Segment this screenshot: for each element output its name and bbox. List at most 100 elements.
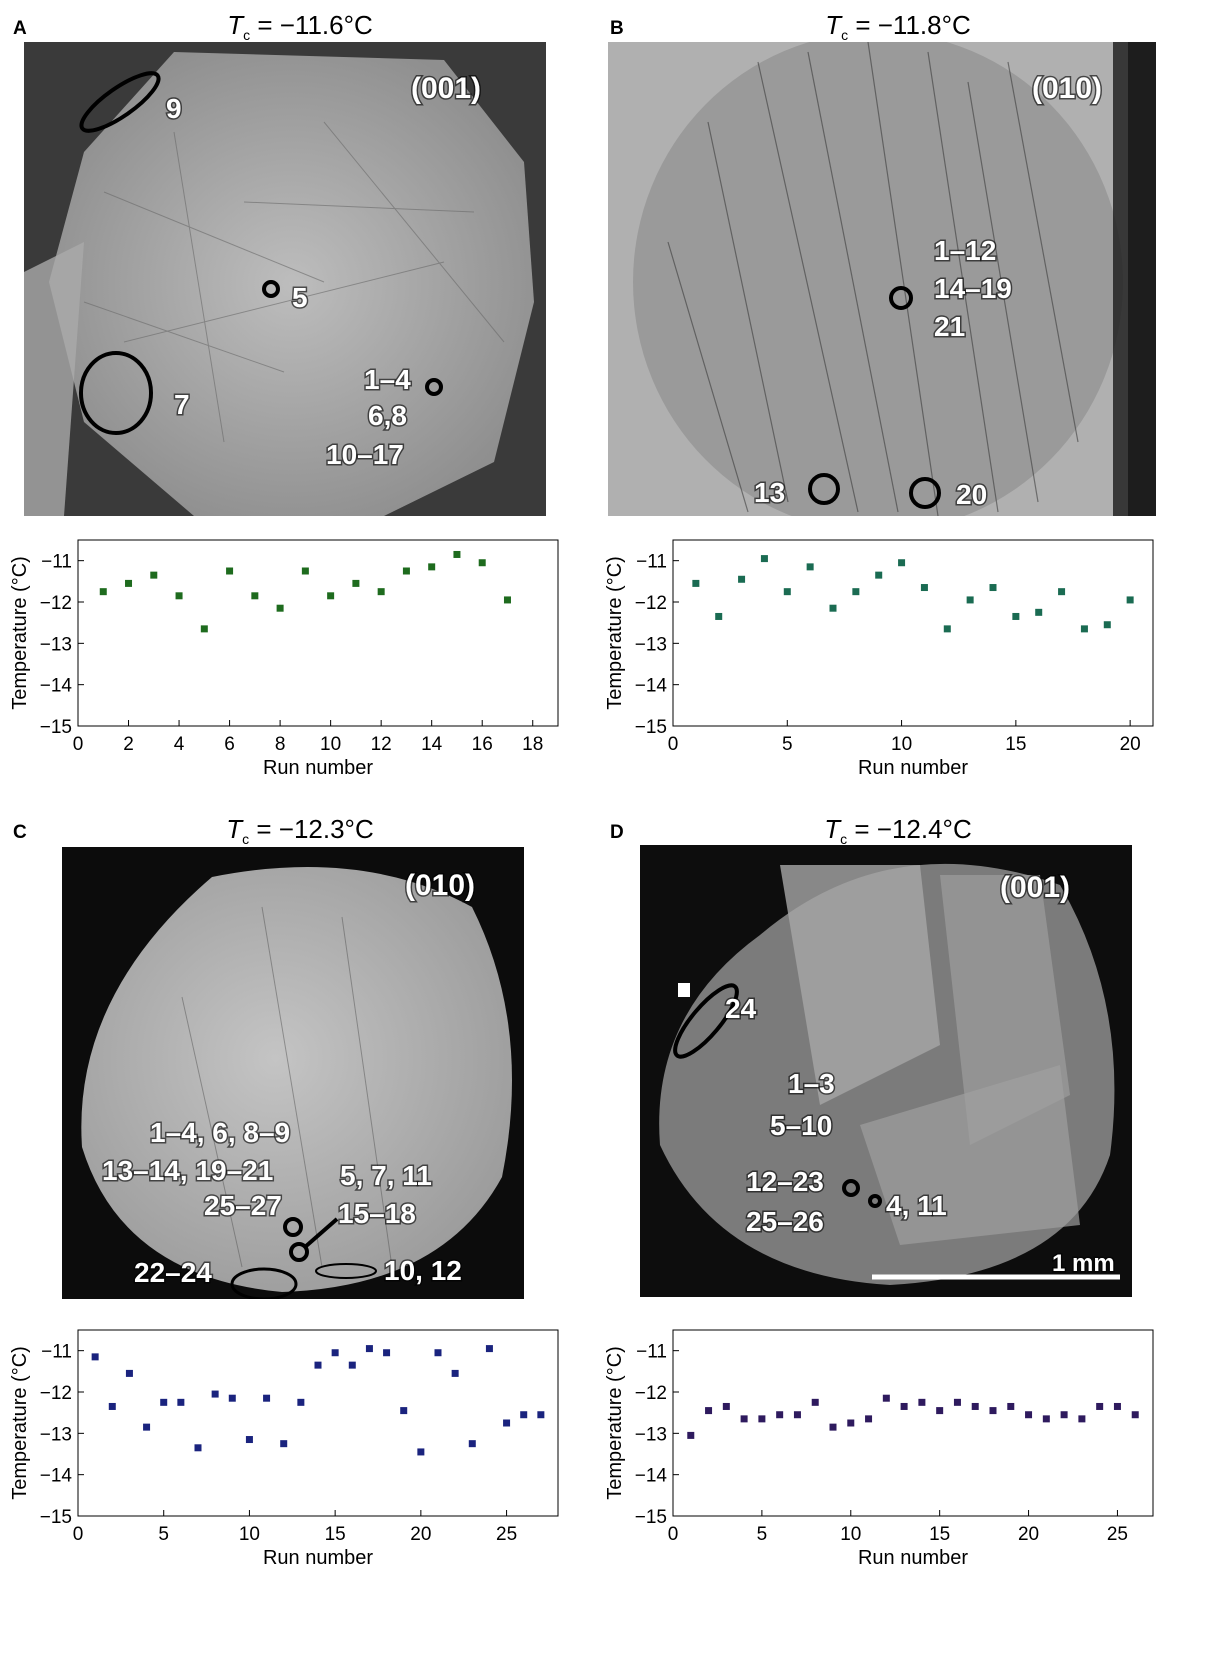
y-tick-label: −11 — [41, 552, 72, 573]
data-point — [793, 1411, 801, 1419]
x-tick-label: 12 — [371, 734, 392, 755]
x-tick-label: 0 — [73, 1524, 84, 1545]
chart-a: 0 2 4 6 8 10 12 14 16 18 −11 −12 −13 −14 −15 Run number… — [0, 530, 590, 790]
data-point — [966, 596, 974, 604]
y-tick-label: −11 — [41, 1342, 72, 1363]
chart-b: 0 5 10 15 20 −11 −12 −13 −14 −15 Run number Tempera… — [595, 530, 1185, 790]
data-point — [537, 1411, 545, 1419]
plot-frame — [77, 539, 559, 727]
site-label: 15–18 — [338, 1198, 416, 1229]
chart-svg: 0 5 10 15 20 −11 −12 −13 −14 −15 Run number Tempera… — [604, 539, 1154, 779]
facet-label: (001) — [411, 72, 481, 105]
data-point — [953, 1398, 961, 1406]
tc-title: Tc = −11.6°C — [227, 10, 373, 44]
x-tick-label: 16 — [472, 734, 493, 755]
data-point — [687, 1431, 695, 1439]
x-tick-label: 10 — [239, 1524, 260, 1545]
data-point — [251, 592, 259, 600]
data-point — [900, 1402, 908, 1410]
data-point — [417, 1448, 425, 1456]
site-label: 24 — [725, 993, 757, 1024]
data-point — [143, 1423, 151, 1431]
y-tick-label: −13 — [635, 1424, 667, 1445]
y-tick-label: −12 — [635, 1383, 667, 1404]
site-label: 14–19 — [934, 273, 1012, 304]
data-point — [352, 579, 360, 587]
data-point — [160, 1398, 168, 1406]
site-label: 1–4 — [364, 364, 411, 395]
site-label: 13 — [754, 477, 785, 508]
y-axis-label: Temperature (°C) — [604, 1346, 626, 1500]
panel-letter: B — [610, 18, 624, 39]
data-point — [150, 571, 158, 579]
data-point — [1035, 608, 1043, 616]
data-point — [989, 584, 997, 592]
x-tick-label: 10 — [840, 1524, 861, 1545]
data-point — [478, 559, 486, 567]
data-point — [875, 571, 883, 579]
x-tick-label: 0 — [668, 1524, 679, 1545]
facet-label: (001) — [1000, 871, 1070, 904]
site-label: 5–10 — [770, 1110, 832, 1141]
x-tick-label: 15 — [1005, 734, 1026, 755]
data-point — [228, 1394, 236, 1402]
data-point — [1113, 1402, 1121, 1410]
data-point — [1096, 1402, 1104, 1410]
data-point — [829, 1423, 837, 1431]
y-axis-label: Temperature (°C) — [604, 556, 626, 710]
data-point — [383, 1349, 391, 1357]
data-point — [1058, 588, 1066, 596]
y-tick-label: −15 — [40, 1507, 72, 1528]
data-point — [758, 1415, 766, 1423]
x-tick-label: 8 — [275, 734, 286, 755]
data-point — [520, 1411, 528, 1419]
data-point — [297, 1398, 305, 1406]
panel-letter: C — [13, 822, 27, 843]
data-point — [898, 559, 906, 567]
y-tick-label: −14 — [40, 1466, 73, 1487]
data-point — [715, 612, 723, 620]
y-tick-label: −11 — [636, 1342, 667, 1363]
data-point — [99, 588, 107, 596]
site-label: 5, 7, 11 — [340, 1160, 432, 1191]
y-tick-label: −14 — [40, 676, 73, 697]
data-point — [943, 625, 951, 633]
site-label: 1–3 — [788, 1068, 835, 1099]
x-tick-label: 10 — [891, 734, 912, 755]
y-axis-label: Temperature (°C) — [9, 556, 31, 710]
site-label: 1–12 — [934, 235, 996, 266]
data-point — [503, 1419, 511, 1427]
data-point — [882, 1394, 890, 1402]
data-point — [865, 1415, 873, 1423]
data-point — [847, 1419, 855, 1427]
crystal-photo: (001) 9 5 7 1–4 6,8 10–17 — [24, 42, 546, 516]
data-point — [829, 604, 837, 612]
crystal-body — [81, 867, 512, 1292]
site-label: 9 — [166, 93, 182, 124]
x-tick-label: 15 — [929, 1524, 950, 1545]
x-axis-label: Run number — [858, 757, 968, 779]
data-point — [806, 563, 814, 571]
data-point — [1007, 1402, 1015, 1410]
crystal-photo: (001) 24 1–3 5–10 12–23 25–26 4, 11 1 mm — [640, 845, 1132, 1297]
x-tick-label: 0 — [73, 734, 84, 755]
data-point — [175, 592, 183, 600]
site-label: 12–23 — [746, 1166, 824, 1197]
x-axis-label: Run number — [858, 1547, 968, 1569]
data-point — [783, 588, 791, 596]
data-point — [468, 1440, 476, 1448]
chart-svg: 0 2 4 6 8 10 12 14 16 18 −11 −12 −13 −14 −15 Run number… — [9, 539, 559, 779]
x-tick-label: 20 — [1120, 734, 1141, 755]
chart-c: 0 5 10 15 20 25 −11 −12 −13 −14 −15 Run number Tempe… — [0, 1320, 590, 1582]
data-point — [91, 1353, 99, 1361]
data-point — [989, 1407, 997, 1415]
x-tick-label: 25 — [1107, 1524, 1128, 1545]
data-point — [211, 1390, 219, 1398]
data-point — [245, 1436, 253, 1444]
panel-letter: D — [610, 822, 624, 843]
data-point — [503, 596, 511, 604]
data-point — [692, 579, 700, 587]
data-point — [453, 550, 461, 558]
data-point — [740, 1415, 748, 1423]
y-tick-label: −11 — [636, 552, 667, 573]
